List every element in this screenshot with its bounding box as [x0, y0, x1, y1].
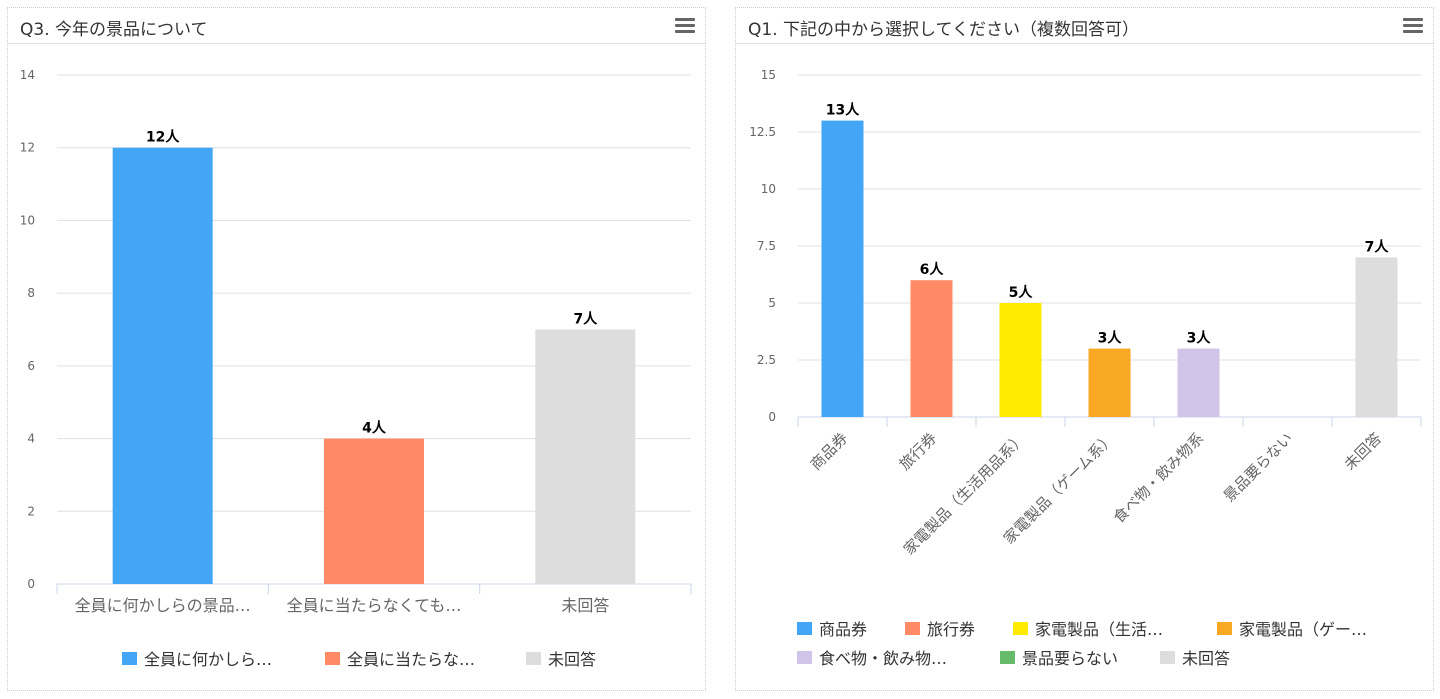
y-tick-label: 4 [27, 432, 35, 446]
data-label: 13人 [826, 102, 860, 119]
x-tick-label: 未回答 [561, 596, 609, 615]
legend-swatch[interactable] [122, 652, 137, 665]
data-label: 3人 [1187, 330, 1212, 347]
legend-swatch[interactable] [1000, 651, 1015, 664]
data-label: 6人 [920, 261, 945, 278]
x-tick-label: 旅行券 [896, 429, 941, 474]
y-tick-label: 2.5 [757, 353, 776, 367]
legend-item[interactable]: 旅行券 [927, 620, 975, 639]
legend-item[interactable]: 全員に何かしら… [144, 650, 272, 669]
y-tick-label: 2 [27, 504, 35, 518]
x-tick-label: 景品要らない [1220, 429, 1296, 505]
bar[interactable] [535, 329, 636, 585]
y-tick-label: 8 [27, 286, 35, 300]
legend-swatch[interactable] [1160, 651, 1175, 664]
legend-swatch[interactable] [526, 652, 541, 665]
legend-swatch[interactable] [1013, 622, 1028, 635]
legend-swatch[interactable] [325, 652, 340, 665]
legend-item[interactable]: 未回答 [1182, 649, 1230, 668]
legend-item[interactable]: 全員に当たらな… [347, 650, 475, 669]
data-label: 12人 [146, 129, 180, 146]
panel-header: Q3. 今年の景品について [8, 8, 705, 44]
y-tick-label: 6 [27, 359, 35, 373]
panel-header: Q1. 下記の中から選択してください（複数回答可） [736, 8, 1433, 44]
legend-swatch[interactable] [905, 622, 920, 635]
legend-swatch[interactable] [797, 651, 812, 664]
legend-item[interactable]: 家電製品（生活… [1035, 620, 1163, 639]
y-tick-label: 5 [768, 296, 776, 310]
legend-item[interactable]: 食べ物・飲み物… [819, 649, 947, 668]
legend-swatch[interactable] [1217, 622, 1232, 635]
y-tick-label: 7.5 [757, 239, 776, 253]
legend-item[interactable]: 家電製品（ゲー… [1239, 620, 1367, 639]
y-tick-label: 12 [20, 141, 35, 155]
bar[interactable] [1355, 257, 1398, 417]
legend-item[interactable]: 景品要らない [1022, 649, 1118, 668]
data-label: 3人 [1098, 330, 1123, 347]
y-tick-label: 14 [20, 68, 35, 82]
data-label: 4人 [362, 420, 387, 437]
chart-panel-q3: Q3. 今年の景品について 0 2 4 6 8 10 12 14 12人全員に何かしらの景品… 4… [7, 7, 706, 691]
y-tick-label: 15 [761, 68, 776, 82]
data-label: 7人 [573, 311, 598, 328]
legend-item[interactable]: 商品券 [819, 620, 867, 639]
x-tick-label: 食べ物・飲み物系 [1110, 429, 1208, 527]
chart-q1: 02.557.51012.51513人商品券6人旅行券5人家電製品（生活用品系）… [749, 68, 1422, 668]
x-tick-label: 全員に何かしらの景品… [75, 596, 251, 615]
bar[interactable] [821, 120, 864, 417]
bar[interactable] [1088, 348, 1131, 417]
x-tick-label: 商品券 [807, 429, 852, 474]
y-tick-label: 10 [20, 213, 35, 227]
x-tick-label: 全員に当たらなくても… [287, 596, 462, 615]
bar[interactable] [1177, 348, 1220, 417]
bar[interactable] [910, 280, 953, 417]
bar[interactable] [324, 438, 424, 584]
x-tick-label: 未回答 [1341, 429, 1386, 474]
legend-item[interactable]: 未回答 [548, 650, 596, 669]
y-tick-label: 0 [27, 577, 35, 591]
y-tick-label: 10 [761, 182, 776, 196]
y-tick-label: 0 [768, 410, 776, 424]
chart-title: Q1. 下記の中から選択してください（複数回答可） [748, 20, 1139, 40]
menu-icon[interactable] [1403, 18, 1423, 36]
data-label: 5人 [1009, 284, 1034, 301]
y-tick-label: 12.5 [749, 125, 776, 139]
menu-icon[interactable] [675, 18, 695, 36]
bar[interactable] [999, 303, 1042, 417]
chart-title: Q3. 今年の景品について [20, 20, 208, 40]
bar[interactable] [112, 147, 213, 584]
data-label: 7人 [1365, 238, 1390, 255]
legend-swatch[interactable] [797, 622, 812, 635]
chart-panel-q1: Q1. 下記の中から選択してください（複数回答可） 0 2.5 5 7.5 10 12.5… [735, 7, 1434, 691]
